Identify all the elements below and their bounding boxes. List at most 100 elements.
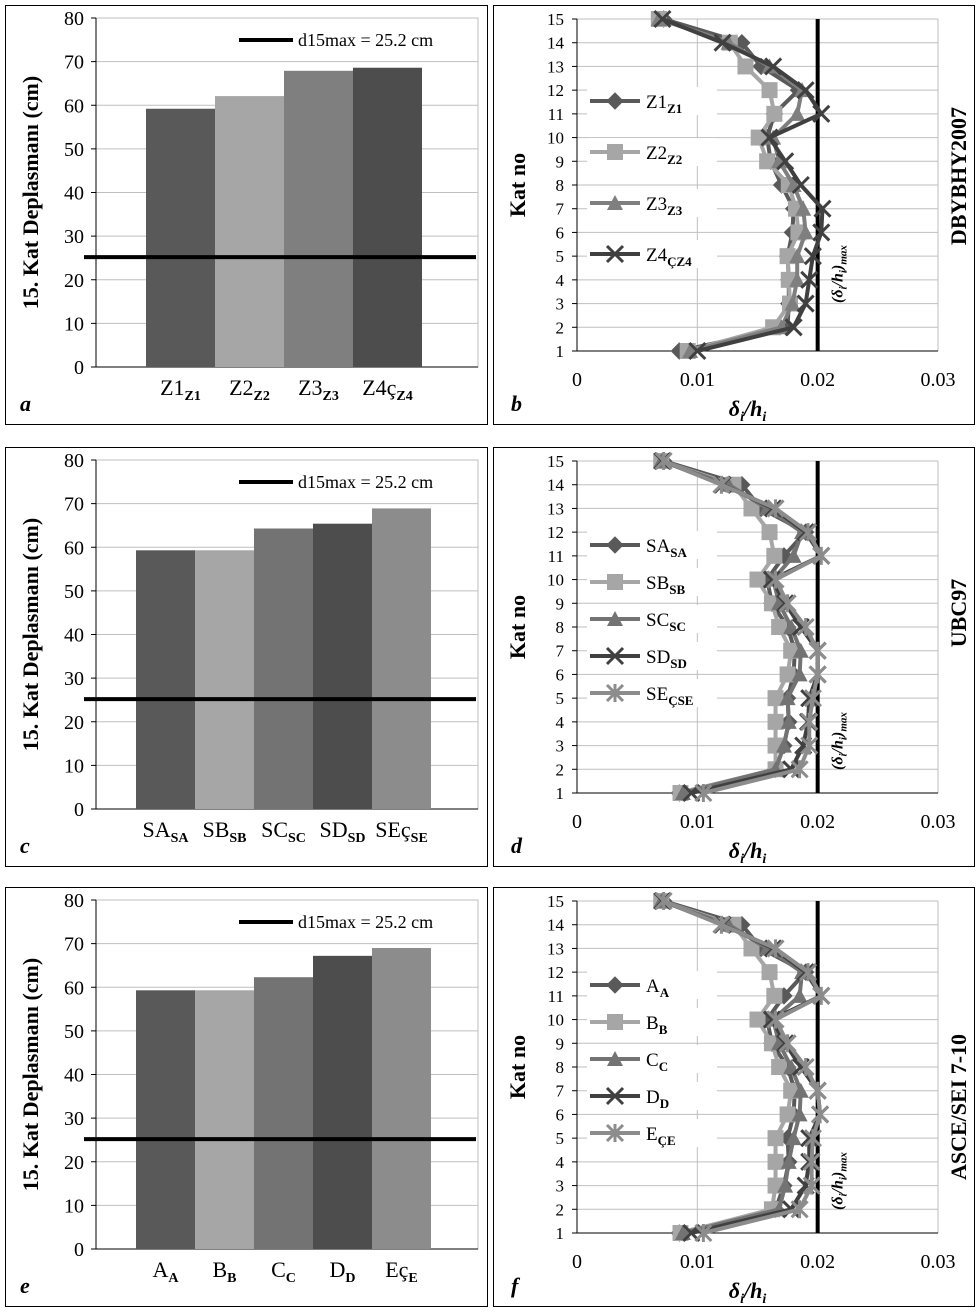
- y-tick-label: 2: [556, 1200, 565, 1219]
- series-z2: [650, 11, 807, 359]
- x-tick-label: SEçSE: [375, 817, 428, 846]
- y-tick-label: 10: [547, 571, 564, 590]
- y-tick-label: 50: [64, 581, 84, 603]
- y-tick-label: 20: [64, 1152, 84, 1174]
- x-tick-label: Z4çZ4: [362, 375, 413, 404]
- marker-star: [605, 1123, 625, 1143]
- marker-triangle: [792, 1082, 809, 1098]
- y-tick-label: 70: [64, 934, 84, 956]
- marker-square: [761, 82, 778, 99]
- marker-square: [766, 547, 783, 564]
- panel-b: 1 2 3 4 5 6 7 8 9 10 11 12 13 14 15 0 0.01 0.02 0.03 Z1Z1 Z2…: [493, 5, 975, 425]
- y-tick-label: 60: [64, 537, 84, 559]
- marker-square: [767, 713, 784, 730]
- bar-sb: [195, 550, 254, 809]
- marker-star: [766, 1010, 785, 1029]
- y-tick-label: 10: [547, 129, 564, 148]
- marker-square: [779, 666, 796, 683]
- marker-star: [605, 683, 625, 703]
- y-tick-label: 1: [556, 784, 565, 803]
- marker-triangle: [789, 105, 806, 121]
- marker-x: [800, 1152, 819, 1171]
- marker-x: [803, 247, 822, 266]
- marker-x: [688, 341, 707, 361]
- marker-star: [808, 665, 827, 684]
- marker-triangle: [650, 11, 667, 26]
- x-axis-title: δi/hi: [729, 838, 767, 867]
- legend-label: AA: [646, 976, 670, 1000]
- bar-chart-a: 0 10 20 30 40 50 60 70 80 Z1Z1 Z2Z2 Z3Z3 Z4çZ4 d15max…: [18, 8, 479, 416]
- marker-diamond: [606, 92, 624, 110]
- marker-star: [654, 451, 673, 471]
- marker-square: [771, 619, 788, 635]
- y-tick-label: 9: [556, 152, 565, 171]
- y-tick-label: 13: [547, 939, 564, 958]
- y-tick-label: 8: [556, 176, 565, 195]
- bar-sa: [136, 550, 195, 809]
- y-tick-label: 30: [64, 226, 84, 248]
- y-tick-label: 20: [64, 712, 84, 734]
- panel-letter: e: [20, 1273, 30, 1298]
- y-tick-label: 11: [548, 547, 564, 566]
- y-tick-label: 1: [556, 342, 565, 361]
- marker-square: [607, 1014, 623, 1030]
- limit-label: (δi/hi)max: [830, 245, 850, 303]
- y-tick-label: 0: [74, 357, 84, 379]
- y-tick-label: 20: [64, 270, 84, 292]
- y-tick-label: 15: [547, 10, 564, 29]
- y-tick-label: 3: [556, 737, 565, 756]
- marker-x: [796, 294, 815, 313]
- legend-label: SEÇSE: [646, 684, 693, 708]
- marker-triangle: [607, 611, 623, 626]
- legend-label: d15max = 25.2 cm: [298, 30, 433, 50]
- y-tick-label: 15: [547, 452, 564, 471]
- y-tick-label: 12: [547, 81, 564, 100]
- y-tick-label: 13: [547, 499, 564, 518]
- marker-triangle: [607, 1051, 623, 1066]
- marker-star: [812, 986, 831, 1005]
- bar-chart-e: 0 10 20 30 40 50 60 70 80 AA BB CC DD EçE d15max = 25.…: [18, 890, 479, 1298]
- x-tick-label: BB: [212, 1257, 236, 1286]
- marker-star: [778, 594, 797, 613]
- legend-label: CC: [646, 1050, 668, 1074]
- marker-x: [653, 9, 672, 29]
- marker-x: [784, 318, 803, 337]
- panel-letter: f: [511, 1273, 521, 1298]
- marker-triangle: [775, 737, 792, 753]
- marker-square: [761, 524, 778, 541]
- marker-square: [767, 1130, 784, 1147]
- y-tick-label: 0: [74, 799, 84, 821]
- y-tick-label: 30: [64, 668, 84, 690]
- x-tick-label: 0.01: [680, 369, 715, 391]
- y-tick-label: 4: [556, 271, 565, 290]
- y-tick-label: 3: [556, 1177, 565, 1196]
- marker-star: [778, 1034, 797, 1053]
- y-tick-label: 9: [556, 1034, 565, 1053]
- marker-x: [605, 1086, 625, 1106]
- x-tick-label: Z2Z2: [229, 375, 270, 404]
- y-tick-label: 7: [556, 200, 565, 219]
- marker-x: [796, 81, 815, 100]
- marker-triangle: [791, 1106, 808, 1122]
- y-tick-label: 60: [64, 95, 84, 117]
- panel-e: 0 10 20 30 40 50 60 70 80 AA BB CC DD EçE d15max = 25.…: [5, 887, 488, 1307]
- y-tick-label: 15: [547, 892, 564, 911]
- marker-x: [605, 646, 625, 666]
- panel-a: 0 10 20 30 40 50 60 70 80 Z1Z1 Z2Z2 Z3Z3 Z4çZ4 d15max…: [5, 5, 488, 425]
- x-tick-label: 0.02: [800, 369, 835, 391]
- bar-sc: [254, 528, 313, 809]
- legend-label: BB: [646, 1013, 668, 1037]
- panel-c: 0 10 20 30 40 50 60 70 80 SASA SBSB SCSC SDSD SEçSE d1…: [5, 447, 488, 867]
- marker-triangle: [607, 195, 623, 210]
- bar-a: [136, 990, 195, 1249]
- bar-b: [195, 990, 254, 1249]
- y-tick-label: 0: [74, 1239, 84, 1261]
- y-tick-label: 11: [548, 105, 564, 124]
- y-tick-label: 11: [548, 987, 564, 1006]
- x-tick-label: 0: [572, 1251, 582, 1273]
- panel-d: 1 2 3 4 5 6 7 8 9 10 11 12 13 14 15 0 0.01 0.02 0.03 SASA SB…: [493, 447, 975, 867]
- marker-star: [766, 499, 785, 518]
- y-tick-label: 7: [556, 642, 565, 661]
- marker-star: [694, 783, 713, 803]
